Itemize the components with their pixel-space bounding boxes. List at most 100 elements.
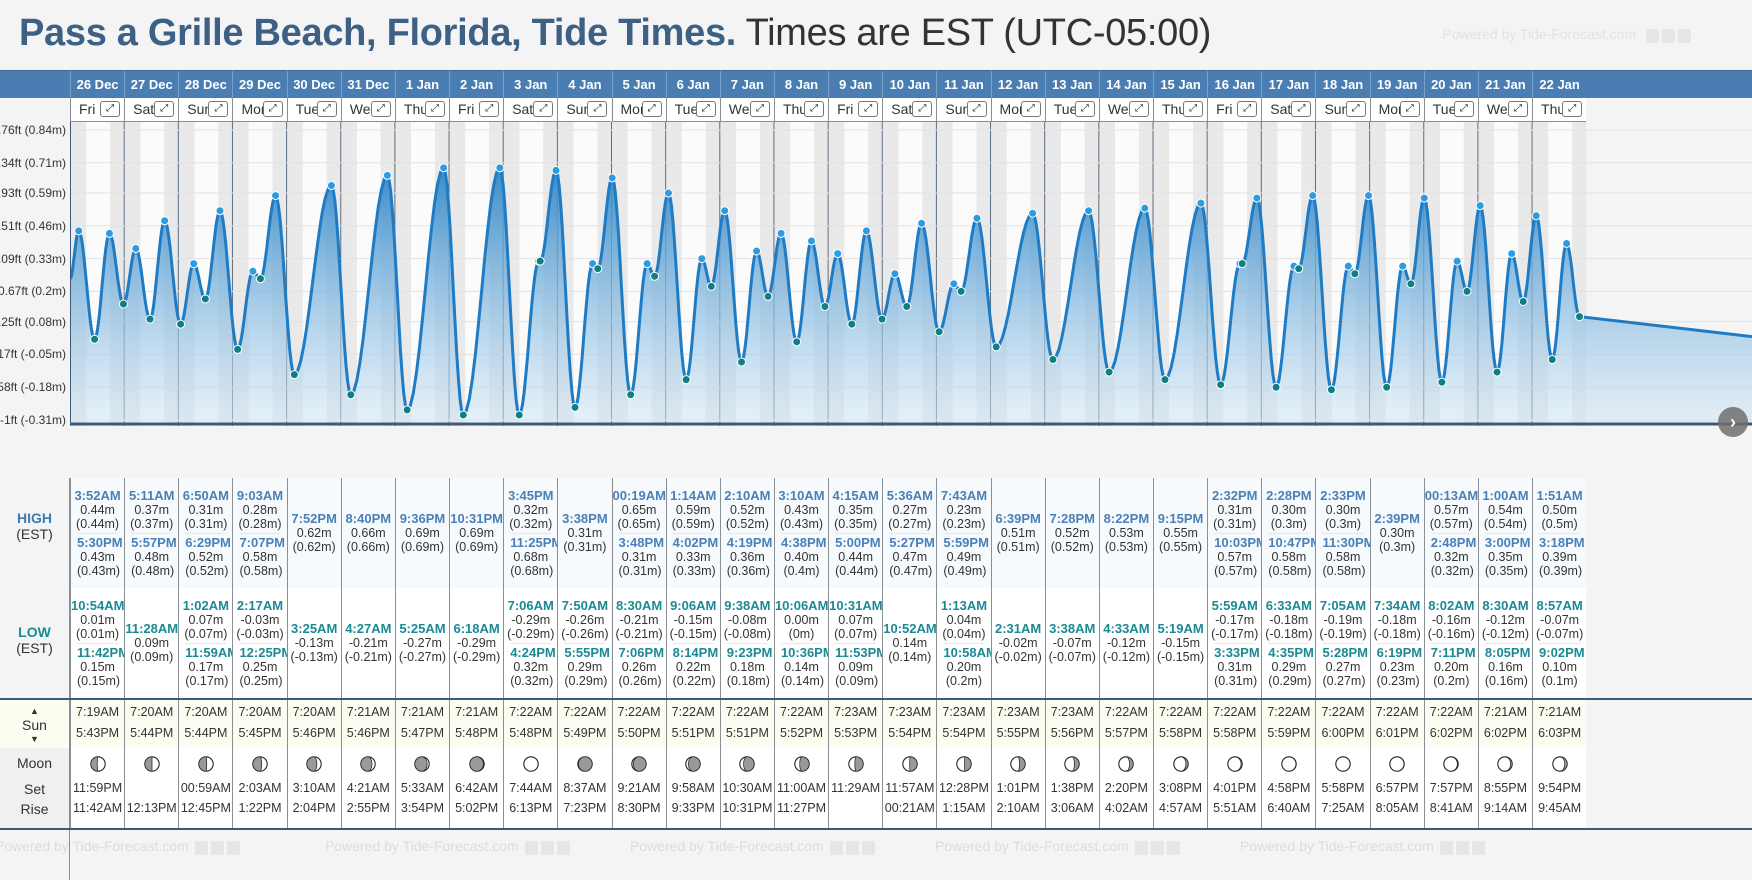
low-tide-point[interactable]	[1547, 354, 1557, 364]
low-tide-point[interactable]	[706, 281, 716, 291]
low-tide-point[interactable]	[346, 390, 356, 400]
high-tide-point[interactable]	[1475, 201, 1485, 211]
low-tide-point[interactable]	[1575, 312, 1585, 322]
high-tide-point[interactable]	[131, 244, 141, 254]
expand-day-button[interactable]: ⤢	[533, 101, 554, 117]
high-tide-point[interactable]	[697, 254, 707, 264]
high-tide-point[interactable]	[1452, 256, 1462, 266]
high-tide-point[interactable]	[1562, 238, 1572, 248]
expand-day-button[interactable]: ⤢	[1345, 101, 1366, 117]
high-tide-point[interactable]	[248, 266, 258, 276]
expand-day-button[interactable]: ⤢	[479, 101, 500, 117]
high-tide-point[interactable]	[917, 218, 927, 228]
low-tide-point[interactable]	[176, 319, 186, 329]
expand-day-button[interactable]: ⤢	[1453, 101, 1474, 117]
high-tide-point[interactable]	[833, 249, 843, 259]
high-tide-point[interactable]	[271, 191, 281, 201]
low-tide-point[interactable]	[1382, 382, 1392, 392]
expand-day-button[interactable]: ⤢	[1020, 101, 1041, 117]
low-tide-point[interactable]	[1160, 375, 1170, 385]
low-tide-point[interactable]	[763, 291, 773, 301]
high-tide-point[interactable]	[776, 228, 786, 238]
high-tide-point[interactable]	[1419, 193, 1429, 203]
expand-day-button[interactable]: ⤢	[262, 101, 283, 117]
expand-day-button[interactable]: ⤢	[1183, 101, 1204, 117]
high-tide-point[interactable]	[1363, 191, 1373, 201]
high-tide-point[interactable]	[861, 226, 871, 236]
low-tide-point[interactable]	[1271, 382, 1281, 392]
high-tide-point[interactable]	[890, 269, 900, 279]
low-tide-point[interactable]	[255, 274, 265, 284]
low-tide-point[interactable]	[820, 302, 830, 312]
low-tide-point[interactable]	[1104, 367, 1114, 377]
low-tide-point[interactable]	[1492, 367, 1502, 377]
expand-day-button[interactable]: ⤢	[804, 101, 825, 117]
expand-day-button[interactable]: ⤢	[1074, 101, 1095, 117]
low-tide-point[interactable]	[118, 299, 128, 309]
expand-day-button[interactable]: ⤢	[1562, 101, 1583, 117]
high-tide-point[interactable]	[1252, 193, 1262, 203]
low-tide-point[interactable]	[847, 319, 857, 329]
expand-day-button[interactable]: ⤢	[966, 101, 987, 117]
low-tide-point[interactable]	[200, 294, 210, 304]
low-tide-point[interactable]	[514, 410, 524, 420]
high-tide-point[interactable]	[215, 206, 225, 216]
low-tide-point[interactable]	[535, 256, 545, 266]
next-days-button[interactable]: ›	[1718, 407, 1748, 437]
low-tide-point[interactable]	[402, 405, 412, 415]
high-tide-point[interactable]	[806, 236, 816, 246]
high-tide-point[interactable]	[1398, 261, 1408, 271]
expand-day-button[interactable]: ⤢	[858, 101, 879, 117]
expand-day-button[interactable]: ⤢	[370, 101, 391, 117]
high-tide-point[interactable]	[607, 173, 617, 183]
low-tide-point[interactable]	[289, 370, 299, 380]
low-tide-point[interactable]	[956, 286, 966, 296]
low-tide-point[interactable]	[877, 314, 887, 324]
expand-day-button[interactable]: ⤢	[1399, 101, 1420, 117]
low-tide-point[interactable]	[593, 264, 603, 274]
low-tide-point[interactable]	[1518, 296, 1528, 306]
high-tide-point[interactable]	[720, 206, 730, 216]
low-tide-point[interactable]	[934, 327, 944, 337]
high-tide-point[interactable]	[495, 163, 505, 173]
low-tide-point[interactable]	[1437, 377, 1447, 387]
high-tide-point[interactable]	[1196, 198, 1206, 208]
low-tide-point[interactable]	[626, 390, 636, 400]
low-tide-point[interactable]	[1462, 286, 1472, 296]
expand-day-button[interactable]: ⤢	[749, 101, 770, 117]
low-tide-point[interactable]	[792, 337, 802, 347]
expand-day-button[interactable]: ⤢	[100, 101, 121, 117]
high-tide-point[interactable]	[1308, 191, 1318, 201]
expand-day-button[interactable]: ⤢	[425, 101, 446, 117]
expand-day-button[interactable]: ⤢	[912, 101, 933, 117]
high-tide-point[interactable]	[189, 259, 199, 269]
low-tide-point[interactable]	[458, 410, 468, 420]
low-tide-point[interactable]	[681, 375, 691, 385]
high-tide-point[interactable]	[439, 163, 449, 173]
high-tide-point[interactable]	[551, 165, 561, 175]
expand-day-button[interactable]: ⤢	[641, 101, 662, 117]
high-tide-point[interactable]	[160, 216, 170, 226]
high-tide-point[interactable]	[663, 188, 673, 198]
low-tide-point[interactable]	[145, 314, 155, 324]
low-tide-point[interactable]	[1350, 269, 1360, 279]
low-tide-point[interactable]	[1237, 259, 1247, 269]
high-tide-point[interactable]	[949, 279, 959, 289]
high-tide-point[interactable]	[1028, 208, 1038, 218]
low-tide-point[interactable]	[991, 342, 1001, 352]
high-tide-point[interactable]	[326, 180, 336, 190]
low-tide-point[interactable]	[233, 344, 243, 354]
expand-day-button[interactable]: ⤢	[1128, 101, 1149, 117]
high-tide-point[interactable]	[1343, 261, 1353, 271]
low-tide-point[interactable]	[1048, 354, 1058, 364]
high-tide-point[interactable]	[642, 259, 652, 269]
low-tide-point[interactable]	[650, 271, 660, 281]
expand-day-button[interactable]: ⤢	[1237, 101, 1258, 117]
low-tide-point[interactable]	[1326, 385, 1336, 395]
expand-day-button[interactable]: ⤢	[1508, 101, 1529, 117]
low-tide-point[interactable]	[902, 302, 912, 312]
high-tide-point[interactable]	[104, 228, 114, 238]
low-tide-point[interactable]	[1294, 264, 1304, 274]
low-tide-point[interactable]	[90, 334, 100, 344]
high-tide-point[interactable]	[382, 170, 392, 180]
